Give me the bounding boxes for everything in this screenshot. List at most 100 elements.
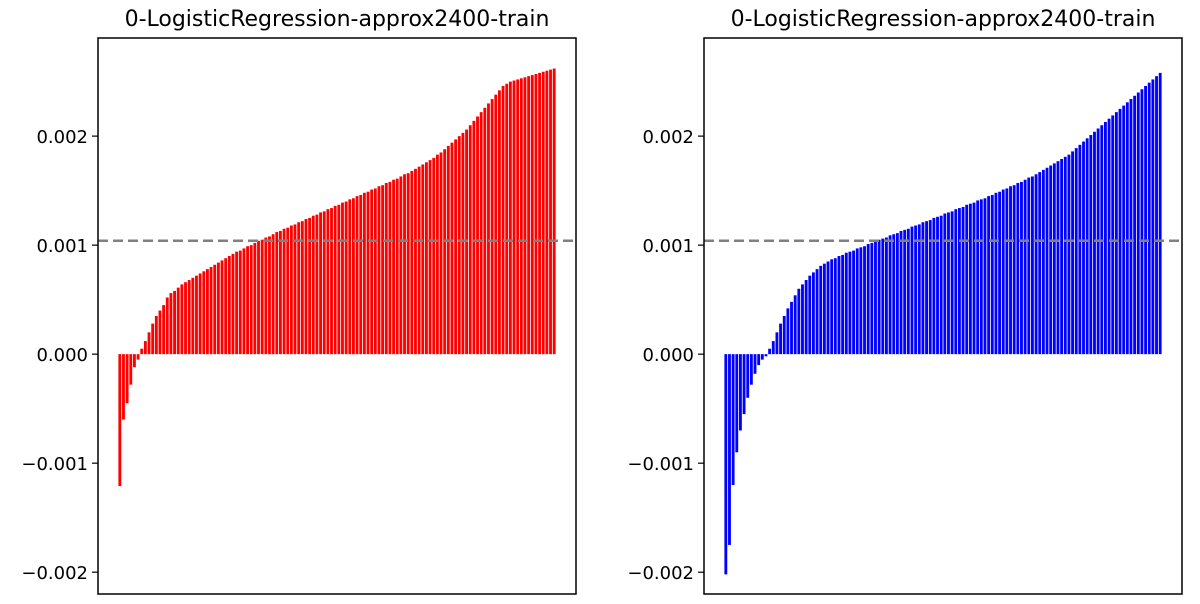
bar [735,354,739,453]
bar [947,212,950,355]
y-tick-label: −0.002 [627,563,694,584]
bar [410,171,414,355]
bar [498,90,501,355]
bar [1067,154,1071,355]
bar [1049,165,1053,355]
bar [895,233,899,355]
bar [906,228,910,355]
bar [1144,85,1147,355]
bar [249,245,253,355]
bar [246,246,249,355]
bar [1001,189,1005,355]
bar [822,263,826,355]
bar [293,224,297,355]
bar [921,222,925,355]
bar [297,222,301,355]
bar [425,162,428,355]
bar [830,259,834,355]
bar [122,354,125,420]
bar [775,332,779,355]
bar [1147,82,1151,355]
bar [779,323,782,355]
bar [286,227,290,355]
bar [118,354,122,487]
y-tick-label: 0.002 [642,127,694,148]
bar [1016,183,1020,355]
bar [476,116,479,355]
chart-title: 0-LogisticRegression-approx2400-train [731,7,1156,32]
y-tick-label: 0.000 [36,345,88,366]
bar [943,213,947,355]
bar [1041,169,1045,355]
bar [885,237,888,355]
bar [527,76,531,355]
bar [472,120,476,355]
bar [505,83,509,355]
bar [454,139,458,355]
bar [749,354,753,385]
bar [428,160,432,355]
chart-panel-1: 0-LogisticRegression-approx2400-train −0.… [21,7,577,595]
y-tick-label: −0.001 [21,454,88,475]
bar [158,310,162,355]
bar [1129,99,1133,355]
bar [968,203,972,355]
bar [1078,144,1082,355]
bar [184,282,187,355]
bar [790,301,793,355]
bar [373,188,377,355]
bar [443,149,447,355]
bar [125,354,129,404]
bar [1056,161,1060,355]
bar [395,178,399,355]
bar [421,164,425,355]
bar [417,166,421,355]
bar [1034,174,1038,355]
bar [202,271,206,355]
bar [757,354,761,366]
bar [308,217,312,355]
bar [534,73,538,355]
bar [457,136,461,355]
bar [859,247,863,355]
bar [965,204,969,355]
bar [768,348,772,355]
bar [739,354,742,431]
bar [198,273,202,355]
y-tick-label: −0.001 [627,454,694,475]
bar [541,71,545,355]
bar [220,260,224,355]
bar [932,217,936,355]
bar [848,251,852,355]
bar [195,275,198,355]
bar [180,284,184,355]
bar [362,192,366,355]
bar [479,112,483,355]
bar [917,224,921,355]
bar [979,199,983,355]
bar [538,72,541,355]
bar [530,75,534,355]
bar [855,248,859,355]
bar [1052,163,1056,355]
bar [552,68,556,355]
bar [279,230,282,355]
bar [892,234,896,355]
bar [888,235,892,355]
bar [793,295,797,355]
bar [439,152,443,355]
bar [1031,176,1034,355]
bar [1151,79,1155,355]
bar [461,132,465,355]
bar [304,218,308,355]
y-tick-label: 0.001 [36,236,88,257]
bar [1071,151,1074,355]
bar [950,211,954,355]
y-tick-label: 0.002 [36,127,88,148]
y-tick-label: 0.000 [642,345,694,366]
bar [1082,141,1085,355]
bar [213,264,217,355]
bar [812,272,815,355]
bar [370,189,374,355]
bar [209,266,213,355]
